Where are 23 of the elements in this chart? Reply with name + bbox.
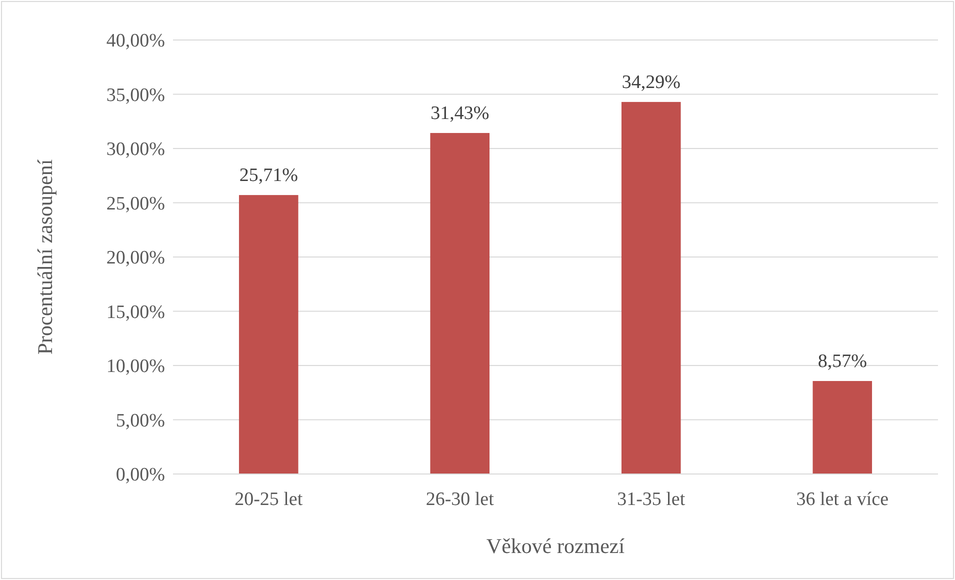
y-tick-label: 20,00% bbox=[106, 248, 166, 269]
y-axis-title: Procentuální zasoupení bbox=[33, 159, 57, 355]
x-tick-label: 20-25 let bbox=[234, 489, 304, 510]
y-tick-label: 25,00% bbox=[106, 193, 166, 214]
data-label: 25,71% bbox=[239, 165, 298, 186]
y-tick-label: 0,00% bbox=[116, 464, 166, 486]
y-tick-label: 10,00% bbox=[106, 356, 166, 378]
x-tick-label: 31-35 let bbox=[617, 489, 686, 510]
y-tick-label: 40,00% bbox=[106, 30, 166, 52]
y-tick-label: 5,00% bbox=[116, 410, 166, 432]
y-tick-label: 35,00% bbox=[106, 84, 166, 106]
data-label: 34,29% bbox=[622, 72, 681, 93]
bar bbox=[430, 132, 490, 474]
x-tick-label: 36 let a více bbox=[796, 489, 889, 510]
x-axis-title: Věkové rozmezí bbox=[486, 534, 625, 558]
y-tick-label: 30,00% bbox=[106, 139, 166, 160]
bar bbox=[238, 195, 298, 474]
bar bbox=[621, 102, 681, 474]
y-tick-label: 15,00% bbox=[106, 302, 166, 323]
bar bbox=[812, 381, 872, 474]
data-label: 8,57% bbox=[818, 351, 868, 372]
x-tick-label: 26-30 let bbox=[426, 489, 495, 510]
data-label: 31,43% bbox=[430, 102, 490, 124]
